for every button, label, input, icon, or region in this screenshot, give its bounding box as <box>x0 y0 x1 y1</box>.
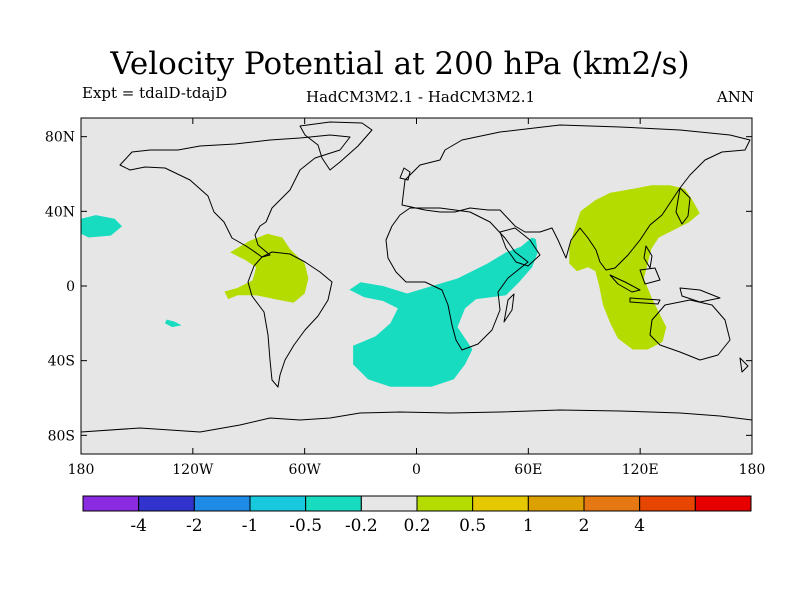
region-negative-africa-indian-ocean <box>349 237 538 387</box>
region-positive-asia-west-pacific <box>569 185 700 350</box>
colorbar-label: 4 <box>634 516 645 536</box>
colorbar-box <box>138 495 195 512</box>
colorbar-label: -4 <box>130 516 147 536</box>
colorbar-label: 0.5 <box>459 516 486 536</box>
axis-ticks <box>80 118 753 454</box>
colorbar-label: -2 <box>186 516 203 536</box>
coastlines <box>81 121 752 433</box>
y-tick-label: 40S <box>48 354 75 370</box>
anomaly-regions <box>81 185 700 387</box>
model-label: HadCM3M2.1 - HadCM3M2.1 <box>306 88 536 106</box>
x-tick-label: 60W <box>289 462 322 478</box>
colorbar-label: 2 <box>579 516 590 536</box>
colorbar-box <box>82 495 140 512</box>
colorbar-label: 1 <box>523 516 534 536</box>
colorbar-box <box>694 495 752 512</box>
colorbar-label: -0.2 <box>345 516 378 536</box>
region-positive-central-america <box>224 233 309 303</box>
y-tick-label: 40N <box>45 204 75 220</box>
colorbar-box <box>416 495 474 512</box>
colorbar-box <box>472 495 529 512</box>
colorbar-box <box>305 495 362 512</box>
colorbar-box <box>527 495 585 512</box>
colorbar-box <box>639 495 696 512</box>
season-label: ANN <box>716 88 754 106</box>
x-tick-label: 0 <box>412 462 421 478</box>
y-tick-label: 80N <box>45 130 75 146</box>
region-negative-north-pacific <box>81 215 122 238</box>
colorbar-box <box>193 495 251 512</box>
y-tick-label: 0 <box>66 279 75 295</box>
x-tick-label: 120W <box>172 462 214 478</box>
colorbar-label: -0.5 <box>289 516 322 536</box>
axis-tick-labels: 180 120W 60W 0 60E 120E 180 80N 40N 0 40S 80S <box>45 130 765 478</box>
colorbar-box <box>249 495 307 512</box>
colorbar-box <box>583 495 641 512</box>
x-tick-label: 120E <box>622 462 659 478</box>
colorbar: -4 -2 -1 -0.5 -0.2 0.2 0.5 1 2 4 <box>82 495 752 536</box>
region-negative-south-pacific <box>164 319 182 328</box>
map-title: Velocity Potential at 200 hPa (km2/s) <box>110 46 690 82</box>
x-tick-label: 180 <box>68 462 95 478</box>
colorbar-label: -1 <box>242 516 259 536</box>
colorbar-label: 0.2 <box>403 516 430 536</box>
x-tick-label: 180 <box>739 462 766 478</box>
x-tick-label: 60E <box>514 462 542 478</box>
experiment-label: Expt = tdalD-tdajD <box>82 84 228 102</box>
colorbar-box <box>360 495 418 512</box>
y-tick-label: 80S <box>48 428 75 444</box>
